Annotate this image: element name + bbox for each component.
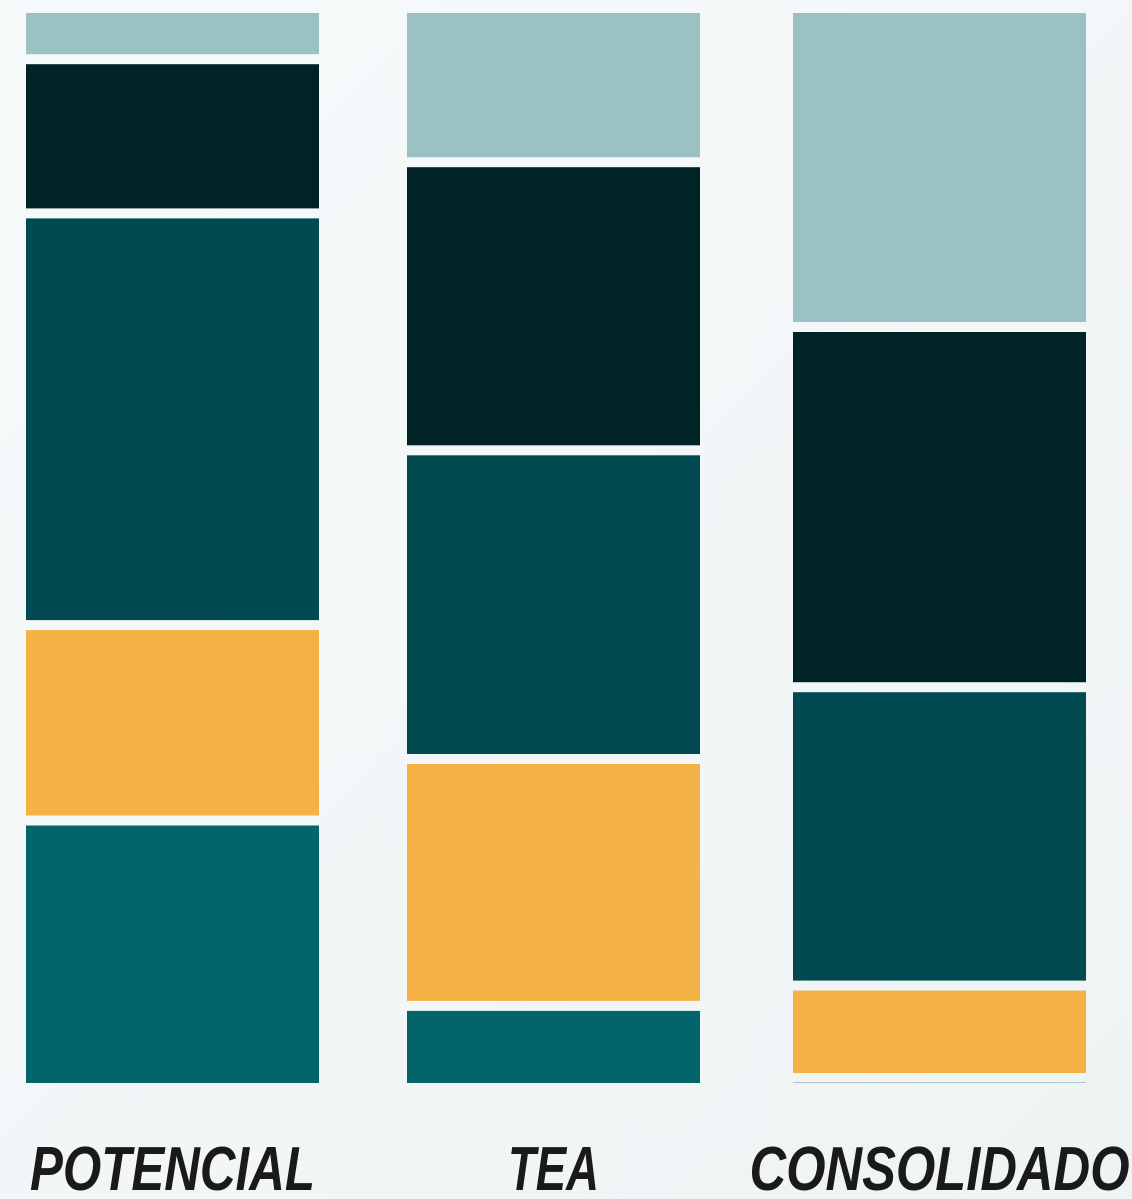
category-label: TEA — [508, 1135, 599, 1199]
bar-segment — [407, 1010, 700, 1083]
bar-segment — [407, 764, 700, 1001]
bar-segment — [26, 630, 319, 816]
bar-segment — [407, 167, 700, 446]
bar-segment — [793, 990, 1086, 1073]
bar-segment — [793, 332, 1086, 683]
category-label: POTENCIAL — [30, 1135, 315, 1199]
bar-segment — [793, 1082, 1086, 1083]
category-label: CONSOLIDADO — [750, 1135, 1130, 1199]
bar-segment — [26, 13, 319, 55]
bar-segment — [793, 13, 1086, 322]
bar-segment — [26, 64, 319, 209]
bar-segment — [26, 825, 319, 1083]
bar-segment — [26, 218, 319, 621]
bar-segment — [407, 455, 700, 754]
bar-segment — [407, 13, 700, 158]
bar-segment — [793, 692, 1086, 981]
